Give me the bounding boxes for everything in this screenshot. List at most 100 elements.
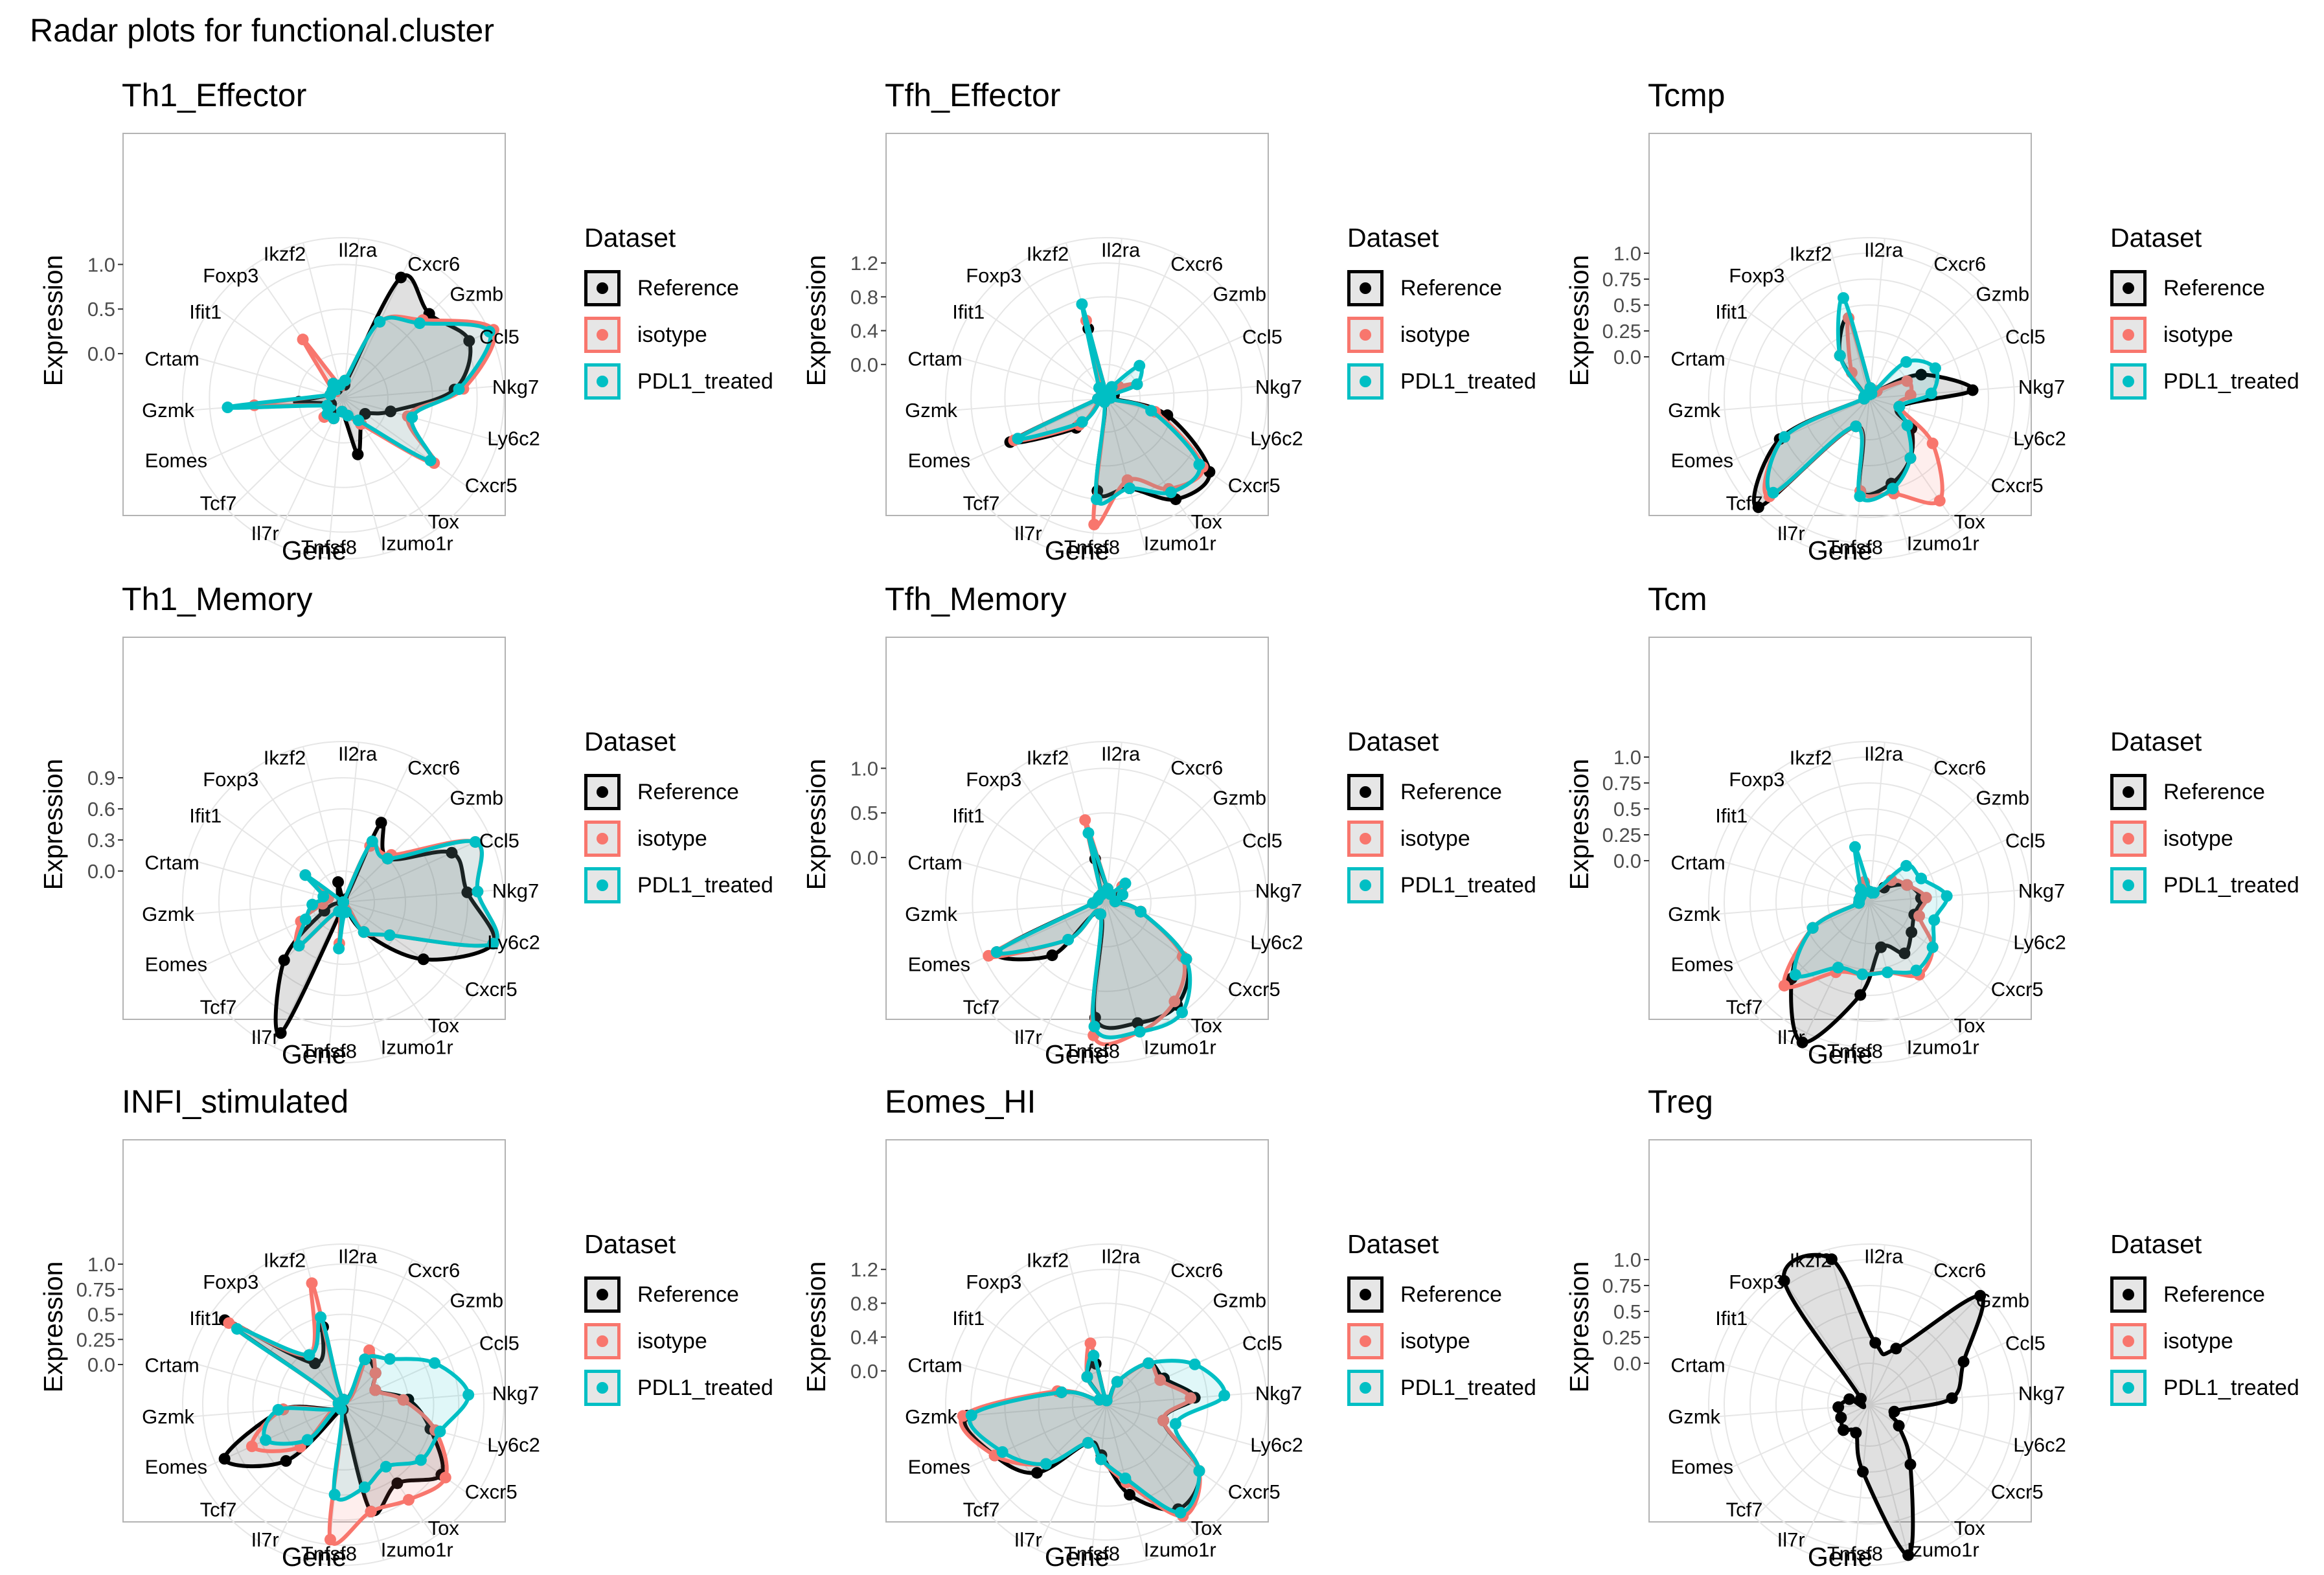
data-point [1193,459,1205,470]
data-point [1081,1371,1093,1383]
category-label: Crtam [144,347,199,370]
category-label: Gzmk [142,903,194,925]
legend-label: PDL1_treated [2163,1376,2299,1401]
legend-title: Dataset [584,727,773,757]
data-point [406,411,418,423]
legend-dot [1360,1335,1371,1347]
legend-dot [2123,376,2134,387]
category-label: Tnfsf8 [301,1040,357,1063]
category-label: Il2ra [1101,1245,1141,1267]
category-label: Ly6c2 [2013,931,2066,954]
y-tick-label: 1.0 [1613,746,1641,769]
data-point [374,316,385,328]
legend-label: Reference [1400,780,1502,805]
category-label: Tox [1954,1517,1986,1539]
legend-dot [2123,329,2134,341]
legend-key [2110,867,2147,903]
legend-dot [1360,786,1371,798]
legend-label: isotype [637,323,707,348]
category-label: Nkg7 [492,376,539,398]
category-label: Ifit1 [189,804,222,827]
y-tick-label: 1.2 [850,1258,878,1281]
legend-dot [597,282,608,294]
legend-key [1347,1370,1384,1406]
legend-item-isotype: isotype [584,312,773,358]
data-point [333,1398,345,1409]
category-label: Crtam [144,1354,199,1376]
legend-label: PDL1_treated [2163,369,2299,394]
category-label: Ifit1 [952,804,985,827]
category-label: Ly6c2 [2013,1434,2066,1456]
legend-key [2110,774,2147,810]
category-label: Ly6c2 [487,1434,540,1456]
category-label: Izumo1r [381,532,453,554]
category-label: Cxcr6 [407,1259,460,1282]
legend-label: Reference [2163,780,2265,805]
legend-key [584,1370,621,1406]
legend-item-isotype: isotype [1347,815,1536,862]
data-point [315,1311,326,1323]
legend-key [1347,363,1384,400]
category-label: Izumo1r [1907,1036,1979,1058]
legend-item-reference: Reference [1347,1271,1536,1318]
data-point [1934,495,1946,506]
y-axis-title: Expression [38,1262,68,1393]
y-tick-label: 0.75 [76,1278,115,1301]
data-point [1889,1406,1900,1418]
y-tick-label: 0.0 [850,846,878,869]
data-point [279,955,290,966]
category-label: Foxp3 [1729,768,1784,791]
category-label: Tcf7 [200,492,237,515]
legend-label: isotype [637,1329,707,1354]
radar-plot: 0.00.40.81.2ExpressionGeneIl2raCxcr6Gzmb… [792,76,1349,569]
y-tick-label: 0.8 [850,1292,878,1315]
data-point [273,1404,284,1416]
category-label: Crtam [1670,347,1725,370]
data-point [1854,989,1866,1001]
data-point [1077,416,1088,428]
category-label: Ifit1 [1715,1307,1748,1330]
category-label: Ikzf2 [264,243,306,266]
category-label: Izumo1r [1144,1538,1216,1561]
data-point [1882,966,1893,978]
category-label: Cxcr6 [1933,756,1986,779]
legend-item-pdl1-treated: PDL1_treated [2110,1365,2299,1411]
data-point [329,1489,341,1501]
legend-dot [1360,1289,1371,1300]
category-label: Tox [428,1014,460,1037]
data-point [302,1434,313,1445]
y-tick-label: 0.6 [87,798,115,821]
data-point [415,1455,427,1466]
legend-item-isotype: isotype [1347,312,1536,358]
legend-item-reference: Reference [2110,769,2299,815]
legend-key [2110,1370,2147,1406]
radar-plot: 0.00.51.0ExpressionGeneIl2raCxcr6GzmbCcl… [792,580,1349,1072]
category-label: Cxcr5 [465,474,518,497]
category-label: Tnfsf8 [1827,1040,1883,1063]
legend-key [1347,867,1384,903]
y-tick-label: 1.0 [850,757,878,780]
y-axis-title: Expression [801,1262,831,1393]
category-label: Tox [428,510,460,533]
data-point [1900,356,1912,368]
legend-label: isotype [1400,323,1470,348]
legend-key [584,270,621,306]
category-label: Tcf7 [1726,492,1763,515]
category-label: Gzmb [1976,1289,2030,1311]
y-tick-label: 0.0 [87,343,115,365]
data-point [1089,1021,1100,1032]
data-point [1088,1350,1099,1361]
legend-item-isotype: isotype [584,1318,773,1365]
category-label: Tox [1191,510,1223,533]
radar-plot: 0.00.250.50.751.0ExpressionGeneIl2raCxcr… [1555,1083,2112,1575]
y-tick-label: 0.3 [87,829,115,852]
data-point [1967,384,1979,396]
legend-label: Reference [1400,276,1502,301]
y-tick-label: 1.2 [850,252,878,275]
